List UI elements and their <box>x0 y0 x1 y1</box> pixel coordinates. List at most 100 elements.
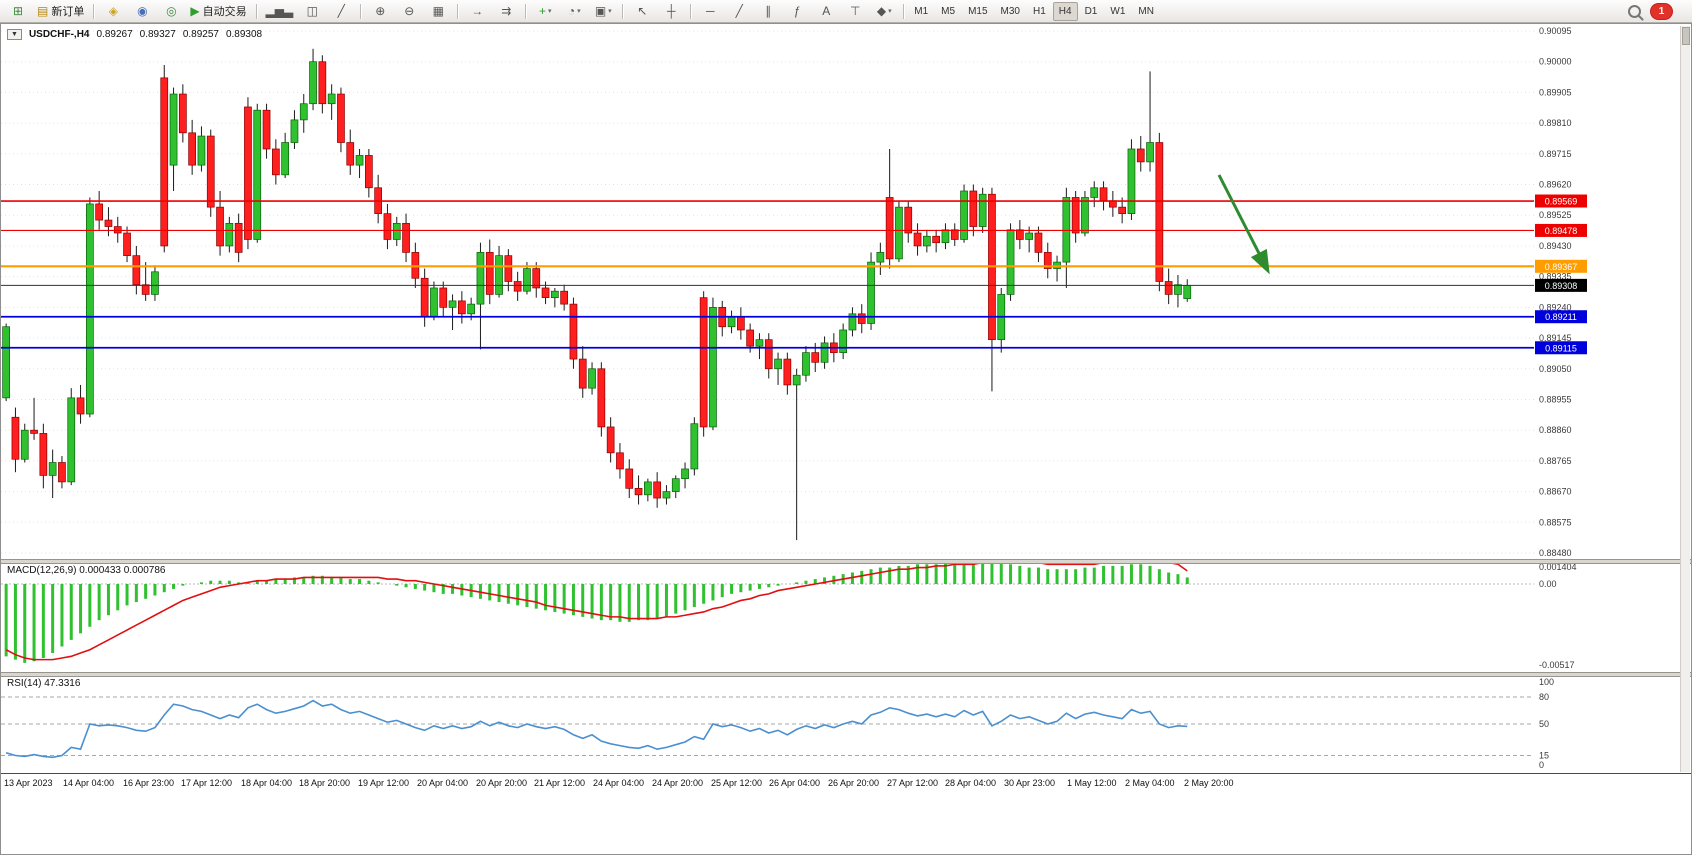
level-price-tag-text: 0.89211 <box>1545 312 1577 322</box>
scrollbar-thumb[interactable] <box>1682 27 1690 45</box>
time-axis-label: 21 Apr 12:00 <box>534 778 586 788</box>
toolbar-separator <box>690 3 692 19</box>
time-axis-label: 16 Apr 23:00 <box>123 778 175 788</box>
ohlc-close: 0.89308 <box>225 29 263 40</box>
search-icon[interactable] <box>1628 4 1641 18</box>
price-axis-label: 0.89620 <box>1539 180 1572 190</box>
autotrading-button[interactable]: ▶ 自动交易 <box>186 1 250 22</box>
time-axis-label: 20 Apr 20:00 <box>476 778 528 788</box>
toolbar-separator <box>93 3 95 19</box>
time-axis-label: 2 May 04:00 <box>1125 778 1175 788</box>
timeframe-w1-button[interactable]: W1 <box>1110 5 1126 17</box>
timeframe-h1-button[interactable]: H1 <box>1032 5 1046 17</box>
chevron-down-icon: ▾ <box>608 8 612 15</box>
timeframe-d1-button[interactable]: D1 <box>1084 5 1098 17</box>
text-button[interactable]: A <box>812 1 840 22</box>
timeframe-m15-button[interactable]: M15 <box>968 5 988 17</box>
price-axis-label: 0.89905 <box>1539 87 1572 97</box>
time-axis-label: 26 Apr 04:00 <box>769 778 821 788</box>
price-chart-panel[interactable]: 0.90095 0.90000 0.89905 0.89810 0.89715 0.896… <box>1 27 1692 559</box>
autotrading-button-label: 自动交易 <box>202 6 247 18</box>
zoom-in-button[interactable]: ⊕ <box>366 1 394 22</box>
chart-window: ▼ USDCHF-,H4 0.89267 0.89327 0.89257 0.8… <box>0 23 1692 855</box>
time-axis-label: 17 Apr 12:00 <box>181 778 233 788</box>
shapes-icon: ◆ <box>876 4 887 18</box>
time-axis: 13 Apr 2023 14 Apr 04:00 16 Apr 23:00 17 Ap… <box>1 773 1691 794</box>
indicators-button[interactable]: + ▾ <box>531 1 559 22</box>
price-axis-label: 0.89335 <box>1539 272 1572 282</box>
navigator-button[interactable]: ◎ <box>157 1 185 22</box>
timeframe-m1-button[interactable]: M1 <box>914 5 929 17</box>
panel-separator[interactable] <box>1 672 1691 677</box>
market-watch-button[interactable]: ◉ <box>128 1 156 22</box>
bar-chart-button[interactable]: ▂▅▃ <box>262 1 298 22</box>
level-price-tag-text: 0.89115 <box>1545 343 1577 353</box>
new-order-icon: ▤ <box>37 4 49 18</box>
main-toolbar: ⊞ ▤ 新订单 ◈ ◉ ◎ ▶ 自动交易 ▂▅▃ ◫ ╱ ⊕ ⊖ ▦ → ⇉ + ▾ ◔ ▾ ▣ ▾ ↖ ┼ ─ ╱ ∥ ƒ A ⊤ ◆ ▾ … <box>0 0 1692 23</box>
toolbar-button-group: ⊞ ▤ 新订单 ◈ ◉ ◎ ▶ 自动交易 ▂▅▃ ◫ ╱ ⊕ ⊖ ▦ → ⇉ + ▾ ◔ ▾ ▣ ▾ ↖ ┼ ─ ╱ ∥ ƒ A ⊤ ◆ ▾ <box>4 1 908 22</box>
trend-arrow-annotation[interactable] <box>1217 174 1270 275</box>
channel-icon: ∥ <box>765 4 772 18</box>
level-price-tag <box>1535 223 1587 237</box>
candlestick-chart-button[interactable]: ◫ <box>298 1 326 22</box>
price-axis-label: 0.89525 <box>1539 210 1572 220</box>
price-axis-label: 0.88765 <box>1539 456 1572 466</box>
zoom-out-button[interactable]: ⊖ <box>395 1 423 22</box>
timeframe-m5-button[interactable]: M5 <box>941 5 956 17</box>
periods-icon: ◔ <box>567 4 576 18</box>
line-chart-button[interactable]: ╱ <box>327 1 355 22</box>
rsi-panel[interactable]: 100 80 50 150 <box>1 675 1692 771</box>
fibonacci-button[interactable]: ƒ <box>783 1 811 22</box>
price-axis-label: 0.89145 <box>1539 333 1572 343</box>
macd-axis-label: 0.00 <box>1539 579 1557 589</box>
time-axis-label: 19 Apr 12:00 <box>358 778 410 788</box>
price-axis-label: 0.88670 <box>1539 487 1572 497</box>
price-axis-label: 0.90000 <box>1539 57 1572 67</box>
label-button[interactable]: ⊤ <box>841 1 869 22</box>
quick-trade-dropdown-icon[interactable]: ▼ <box>7 29 22 40</box>
cursor-icon: ↖ <box>637 4 648 18</box>
symbol-timeframe-label: USDCHF-,H4 <box>28 29 90 40</box>
price-axis-label: 0.89050 <box>1539 364 1572 374</box>
macd-axis-label: 0.001404 <box>1539 562 1577 572</box>
chart-shift-button[interactable]: ⇉ <box>492 1 520 22</box>
timeframe-h4-button[interactable]: H4 <box>1052 1 1078 21</box>
price-axis-label: 0.88575 <box>1539 517 1572 527</box>
line-chart-icon: ╱ <box>337 4 345 18</box>
new-order-button[interactable]: ▤ 新订单 <box>33 1 88 22</box>
panel-separator[interactable] <box>1 559 1691 564</box>
time-axis-label: 14 Apr 04:00 <box>63 778 115 788</box>
tile-windows-button[interactable]: ▦ <box>424 1 452 22</box>
trendline-button[interactable]: ╱ <box>725 1 753 22</box>
toolbar-separator <box>360 3 362 19</box>
label-icon: ⊤ <box>850 4 861 18</box>
level-price-tag <box>1535 341 1587 355</box>
vertical-scrollbar[interactable] <box>1680 26 1690 772</box>
time-axis-label: 28 Apr 04:00 <box>945 778 997 788</box>
timeframe-mn-button[interactable]: MN <box>1138 5 1154 17</box>
horizontal-line-button[interactable]: ─ <box>696 1 724 22</box>
auto-scroll-button[interactable]: → <box>463 1 491 22</box>
indicators-icon: + <box>539 4 547 18</box>
toolbar-separator <box>622 3 624 19</box>
cursor-button[interactable]: ↖ <box>628 1 656 22</box>
macd-panel[interactable]: 0.001404 0.00 -0.00517 <box>1 562 1692 672</box>
time-axis-label: 30 Apr 23:00 <box>1004 778 1056 788</box>
level-price-tag <box>1535 194 1587 208</box>
time-axis-label: 18 Apr 04:00 <box>241 778 293 788</box>
new-chart-button[interactable]: ⊞ <box>4 1 32 22</box>
metaeditor-button[interactable]: ◈ <box>99 1 127 22</box>
periods-button[interactable]: ◔ ▾ <box>560 1 588 22</box>
timeframe-m30-button[interactable]: M30 <box>1000 5 1020 17</box>
candlestick-chart-icon: ◫ <box>306 4 318 18</box>
time-axis-label: 13 Apr 2023 <box>4 778 53 788</box>
chevron-down-icon: ▾ <box>888 8 892 15</box>
notification-badge[interactable]: 1 <box>1651 3 1672 19</box>
templates-button[interactable]: ▣ ▾ <box>589 1 617 22</box>
shapes-button[interactable]: ◆ ▾ <box>870 1 898 22</box>
channel-button[interactable]: ∥ <box>754 1 782 22</box>
crosshair-button[interactable]: ┼ <box>657 1 685 22</box>
level-price-tag <box>1535 259 1587 273</box>
metaeditor-icon: ◈ <box>108 4 118 18</box>
